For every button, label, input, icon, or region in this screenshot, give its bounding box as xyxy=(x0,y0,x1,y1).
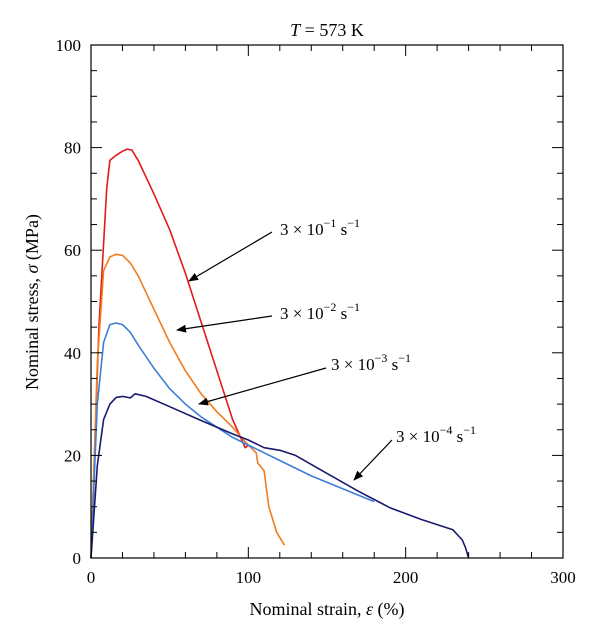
series-line-1 xyxy=(90,148,249,559)
chart-title: T = 573 K xyxy=(290,20,364,40)
axis-ticks xyxy=(90,44,564,559)
annotation-arrow-1 xyxy=(188,231,273,282)
series-line-2 xyxy=(90,253,286,559)
x-tick-label: 100 xyxy=(236,568,262,587)
plot-area xyxy=(90,148,470,559)
y-tick-label: 80 xyxy=(64,139,81,158)
rate-annotations: 3 × 10−1 s−1 3 × 10−2 s−1 3 × 10−3 s−1 3 × … xyxy=(176,216,476,481)
y-tick-label: 60 xyxy=(64,241,81,260)
series-line-4 xyxy=(90,393,470,559)
x-tick-label: 0 xyxy=(87,568,96,587)
annotation-arrow-4 xyxy=(353,439,393,481)
annotation-label-4: 3 × 10−4 s−1 xyxy=(396,423,476,446)
y-tick-label: 40 xyxy=(64,344,81,363)
y-axis-label: Nominal stress, σ (MPa) xyxy=(22,214,43,390)
x-tick-label: 200 xyxy=(393,568,419,587)
annotation-arrow-2 xyxy=(176,315,273,333)
y-tick-label: 100 xyxy=(56,36,82,55)
y-tick-label: 20 xyxy=(64,446,81,465)
axis-tick-labels: 0 100 200 300 0 20 40 60 80 100 xyxy=(56,36,576,587)
annotation-arrow-3 xyxy=(198,367,327,406)
y-tick-label: 0 xyxy=(73,549,82,568)
annotation-label-2: 3 × 10−2 s−1 xyxy=(280,300,360,323)
x-tick-label: 300 xyxy=(550,568,576,587)
series-line-3 xyxy=(90,322,375,559)
x-axis-label: Nominal strain, ε (%) xyxy=(249,599,404,620)
annotation-label-3: 3 × 10−3 s−1 xyxy=(331,351,411,374)
annotation-label-1: 3 × 10−1 s−1 xyxy=(280,216,360,239)
